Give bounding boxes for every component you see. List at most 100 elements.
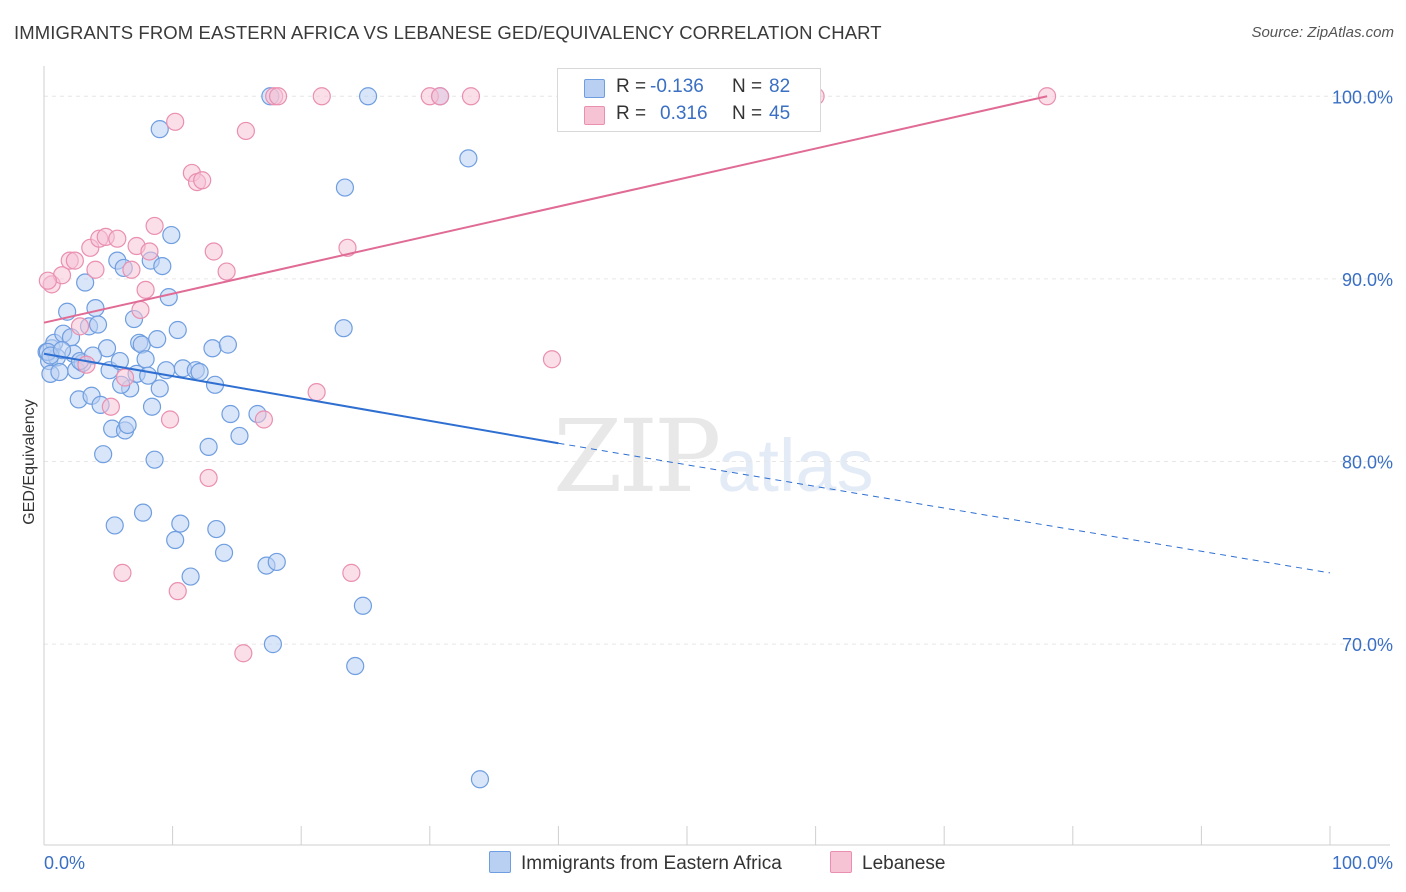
eastern-africa-point [218,335,237,354]
y-tick-label: 100.0% [1332,87,1393,107]
legend-item-eastern-africa[interactable]: Immigrants from Eastern Africa [489,851,782,875]
eastern-africa-point [203,339,222,358]
legend-lebanese-swatch [830,851,852,873]
legend-pink-r-label: R = [616,103,647,124]
eastern-africa-point [97,339,117,358]
eastern-africa-point [136,350,155,369]
eastern-africa-point [153,256,172,276]
eastern-africa-point [470,770,490,789]
lebanese-point [268,87,288,106]
lebanese-point [108,229,127,248]
lebanese-point [204,242,223,261]
eastern-africa-point [267,552,286,572]
eastern-africa-point [142,397,162,416]
eastern-africa-point [335,178,355,197]
lebanese-point [86,260,105,279]
eastern-africa-point [94,445,113,464]
lebanese-point [236,121,256,141]
legend-stats: R = -0.136 N = 82 R = 0.316 N = 45 [557,68,821,132]
y-tick-label: 80.0% [1342,453,1393,473]
chart-title: IMMIGRANTS FROM EASTERN AFRICA VS LEBANE… [14,22,882,43]
lebanese-point [160,410,180,429]
legend-stats-row-blue: R = -0.136 N = 82 [558,73,820,101]
eastern-africa-point [150,379,169,398]
lebanese-point [430,87,450,106]
eastern-africa-point [207,519,226,539]
lebanese-point [136,280,155,299]
eastern-africa-point [133,503,153,522]
lebanese-point [166,112,185,131]
eastern-africa-point [168,320,187,340]
legend-blue-r-label: R = [616,76,647,97]
eastern-africa-point [459,149,478,168]
y-tick-label: 70.0% [1342,635,1393,655]
lebanese-trendline [43,95,1048,324]
lebanese-point [145,216,164,236]
legend-blue-swatch [584,79,605,98]
eastern-africa-point [199,437,218,456]
eastern-africa-point [353,596,373,615]
legend-lebanese-label: Lebanese [862,853,946,874]
watermark-atlas: atlas [717,424,874,507]
lebanese-point [122,260,141,279]
lebanese-point [77,355,96,374]
eastern-africa-point [159,288,178,307]
lebanese-point [115,368,135,387]
eastern-africa-point [150,120,169,139]
eastern-africa-point [190,362,209,382]
legend-eastern-africa-swatch [489,851,511,873]
lebanese-point [131,300,150,320]
eastern-africa-point [148,330,167,349]
lebanese-point [168,582,187,601]
lebanese-point [461,87,481,106]
eastern-africa-point [145,450,164,469]
lebanese-point [254,410,274,429]
watermark: ZIPatlas [553,398,874,515]
legend-pink-r-value: 0.316 [660,103,708,124]
x-tick-label: 100.0% [1332,853,1393,873]
lebanese-point [217,262,236,281]
eastern-africa-point [166,530,185,550]
eastern-africa-point [334,319,353,338]
y-tick-label: 90.0% [1342,270,1393,290]
legend-pink-swatch [584,106,605,125]
legend-blue-n-label: N = [732,76,763,97]
legend-blue-r-value: -0.136 [650,76,704,97]
lebanese-point [113,563,132,582]
eastern-africa-point [171,514,190,533]
eastern-africa-point [86,299,105,318]
lebanese-point [307,383,326,402]
eastern-africa-point [105,516,124,535]
lebanese-point [338,238,357,257]
eastern-africa-point [162,225,181,245]
legend-pink-n-value: 45 [769,103,791,124]
legend-pink-n-label: N = [732,103,763,124]
eastern-africa-point [358,87,378,106]
eastern-africa-point [88,315,108,334]
lebanese-point [542,350,562,369]
legend-stats-row-pink: R = 0.316 N = 45 [558,100,820,128]
lebanese-point [101,397,120,416]
lebanese-point [312,87,331,106]
eastern-africa-point [118,415,137,435]
lebanese-point [140,242,159,261]
eastern-africa-point [181,567,200,586]
eastern-africa-point [76,273,95,292]
legend-blue-n-value: 82 [769,76,791,97]
eastern-africa-trendline-extension [558,442,1331,574]
lebanese-point [65,251,84,270]
lebanese-point [199,468,218,488]
eastern-africa-point [221,404,240,424]
eastern-africa-trendline [43,352,559,445]
y-axis-label: GED/Equivalency [21,399,38,524]
legend-item-lebanese[interactable]: Lebanese [830,851,945,875]
lebanese-point [342,563,361,582]
source-label: Source: ZipAtlas.com [1251,24,1394,41]
eastern-africa-point [263,635,283,654]
legend-eastern-africa-label: Immigrants from Eastern Africa [521,853,782,874]
x-tick-label: 0.0% [44,853,85,873]
eastern-africa-point [50,362,69,382]
lebanese-point [234,644,253,663]
lebanese-point [38,271,57,290]
